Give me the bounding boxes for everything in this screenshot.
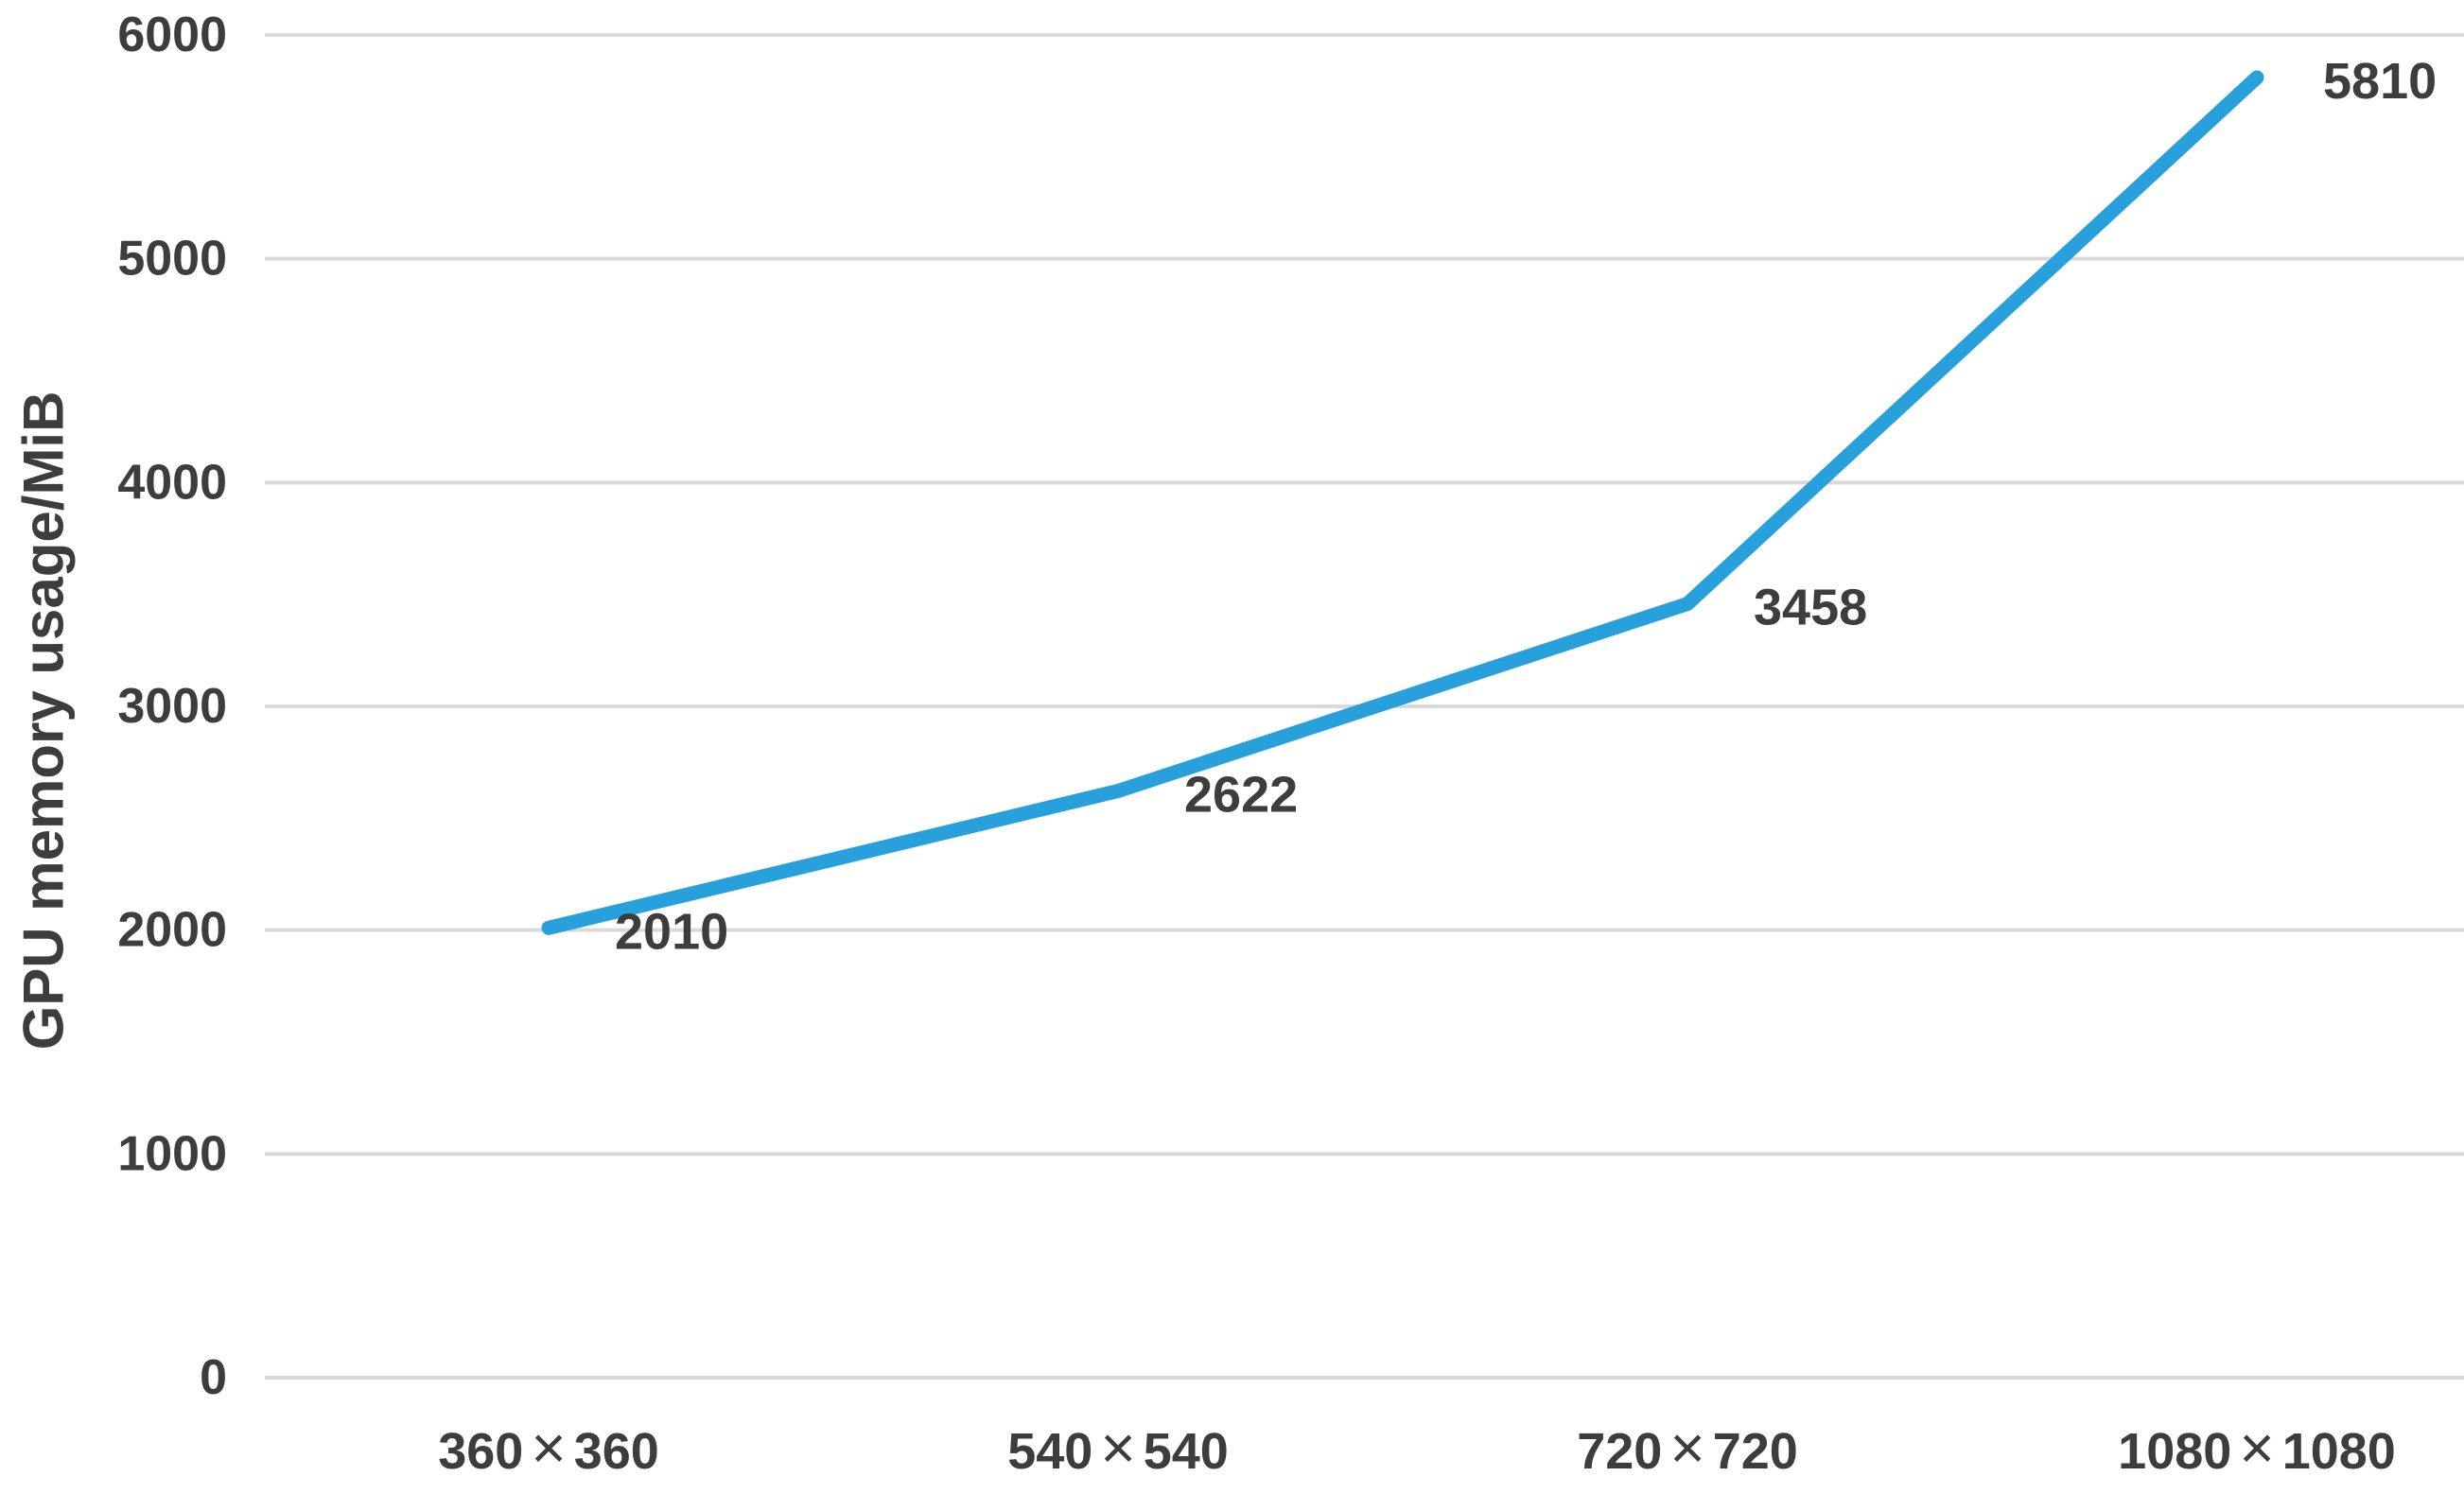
x-tick-label: 1080 × 1080 xyxy=(2118,1414,2396,1482)
x-tick-label: 720 × 720 xyxy=(1577,1414,1798,1482)
y-tick-label: 3000 xyxy=(117,679,227,734)
y-tick-label: 2000 xyxy=(117,903,227,958)
y-tick-label: 4000 xyxy=(117,455,227,510)
x-tick-label: 540 × 540 xyxy=(1007,1414,1229,1482)
x-tick-label: 360 × 360 xyxy=(438,1414,659,1482)
y-axis-title: GPU memory usage/MiB xyxy=(11,391,76,1051)
data-label: 3458 xyxy=(1754,580,1867,636)
data-label: 5810 xyxy=(2323,53,2437,110)
memory-usage-line xyxy=(541,70,2264,935)
data-label: 2622 xyxy=(1184,766,1298,823)
y-tick-label: 0 xyxy=(200,1350,227,1405)
y-tick-label: 5000 xyxy=(117,232,227,287)
y-tick-label: 6000 xyxy=(117,8,227,62)
y-tick-label: 1000 xyxy=(117,1126,227,1181)
data-label: 2010 xyxy=(615,903,728,960)
